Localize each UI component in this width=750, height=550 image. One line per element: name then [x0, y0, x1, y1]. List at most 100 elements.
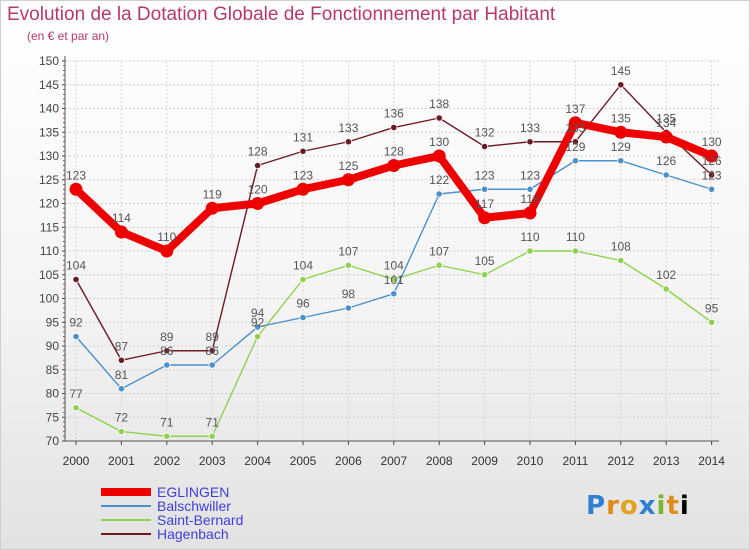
- data-label: 86: [160, 344, 174, 358]
- data-label: 107: [429, 244, 449, 258]
- y-tick-label: 80: [46, 387, 60, 401]
- x-tick-label: 2003: [199, 454, 226, 468]
- data-point: [390, 123, 398, 132]
- data-point: [163, 347, 171, 355]
- x-tick-label: 2004: [244, 454, 271, 468]
- data-point: [254, 332, 262, 341]
- data-label: 120: [248, 183, 268, 197]
- y-tick-label: 100: [39, 292, 59, 306]
- data-label: 94: [251, 306, 265, 320]
- y-tick-label: 75: [46, 410, 60, 424]
- data-label: 134: [656, 116, 676, 130]
- data-point: [478, 211, 492, 225]
- legend-item: Hagenbach: [101, 527, 243, 541]
- data-point: [707, 171, 716, 179]
- data-label: 128: [384, 145, 404, 159]
- data-point: [299, 275, 307, 284]
- data-point: [72, 275, 80, 284]
- x-tick-label: 2005: [290, 454, 317, 468]
- proxiti-logo: Proxiti: [586, 491, 690, 521]
- x-tick-label: 2013: [653, 454, 680, 468]
- data-point: [299, 147, 307, 155]
- data-label: 135: [611, 111, 631, 125]
- data-point: [296, 182, 310, 196]
- data-label: 92: [69, 316, 83, 330]
- data-label: 114: [112, 211, 131, 225]
- y-tick-label: 150: [39, 54, 59, 68]
- data-point: [571, 157, 580, 165]
- data-point: [617, 256, 625, 265]
- data-point: [659, 130, 673, 144]
- data-label: 110: [520, 230, 539, 244]
- legend-item: Saint-Bernard: [101, 513, 243, 527]
- x-tick-label: 2014: [698, 454, 725, 468]
- data-point: [526, 185, 534, 193]
- data-point: [614, 125, 628, 139]
- x-tick-label: 2011: [562, 454, 588, 468]
- data-point: [208, 432, 216, 440]
- data-label: 126: [656, 154, 676, 168]
- data-point: [160, 244, 174, 258]
- data-label: 131: [293, 130, 313, 144]
- data-point: [571, 138, 580, 146]
- data-point: [390, 275, 398, 284]
- data-label: 138: [429, 97, 449, 111]
- data-point: [163, 432, 171, 440]
- y-tick-label: 135: [39, 125, 59, 139]
- data-label: 102: [656, 268, 676, 282]
- y-tick-label: 115: [40, 220, 59, 234]
- data-point: [72, 404, 80, 412]
- legend-label: Balschwiller: [157, 498, 231, 514]
- data-point: [254, 323, 262, 331]
- axes: 70 75 80 85 90 95 100 105 110 115 120 125 130 135 140 1…: [39, 54, 725, 468]
- data-label: 72: [115, 411, 129, 425]
- data-point: [480, 271, 489, 279]
- data-point: [387, 159, 401, 172]
- data-label: 108: [611, 240, 631, 254]
- legend-swatch: [101, 488, 151, 496]
- data-point: [662, 171, 670, 179]
- data-label: 145: [611, 64, 631, 78]
- data-label: 107: [338, 244, 358, 258]
- data-point: [617, 157, 625, 165]
- data-label: 136: [384, 107, 404, 121]
- data-label: 89: [206, 330, 220, 344]
- data-point: [526, 247, 534, 255]
- y-tick-label: 125: [39, 173, 59, 187]
- x-tick-label: 2002: [153, 454, 180, 468]
- y-tick-label: 85: [46, 363, 60, 377]
- data-point: [114, 225, 128, 239]
- legend-item: Balschwiller: [101, 499, 243, 513]
- data-label: 71: [206, 415, 220, 429]
- data-label: 71: [160, 415, 174, 429]
- y-tick-label: 145: [39, 78, 59, 92]
- data-point: [254, 161, 262, 170]
- data-point: [480, 142, 489, 151]
- data-label: 110: [566, 230, 585, 244]
- data-point: [617, 81, 625, 89]
- data-point: [707, 318, 716, 326]
- series-lines: [69, 81, 719, 440]
- data-label: 123: [293, 168, 313, 182]
- data-label: 123: [520, 168, 540, 182]
- data-label: 130: [429, 135, 449, 149]
- data-label: 137: [565, 102, 585, 116]
- data-label: 132: [475, 126, 495, 140]
- y-tick-label: 105: [39, 268, 59, 282]
- data-label: 123: [66, 168, 86, 182]
- data-label: 104: [66, 259, 86, 273]
- data-label: 122: [429, 173, 449, 187]
- legend-item: EGLINGEN: [101, 485, 243, 499]
- legend-label: EGLINGEN: [157, 484, 230, 500]
- data-point: [299, 313, 307, 322]
- legend-label: Hagenbach: [157, 526, 229, 542]
- data-label: 92: [251, 316, 265, 330]
- data-label: 128: [248, 145, 268, 159]
- data-point: [117, 356, 126, 364]
- data-point: [568, 116, 582, 130]
- data-label: 89: [160, 330, 174, 344]
- data-point: [69, 182, 83, 196]
- data-point: [435, 190, 443, 198]
- x-tick-label: 2009: [471, 454, 498, 468]
